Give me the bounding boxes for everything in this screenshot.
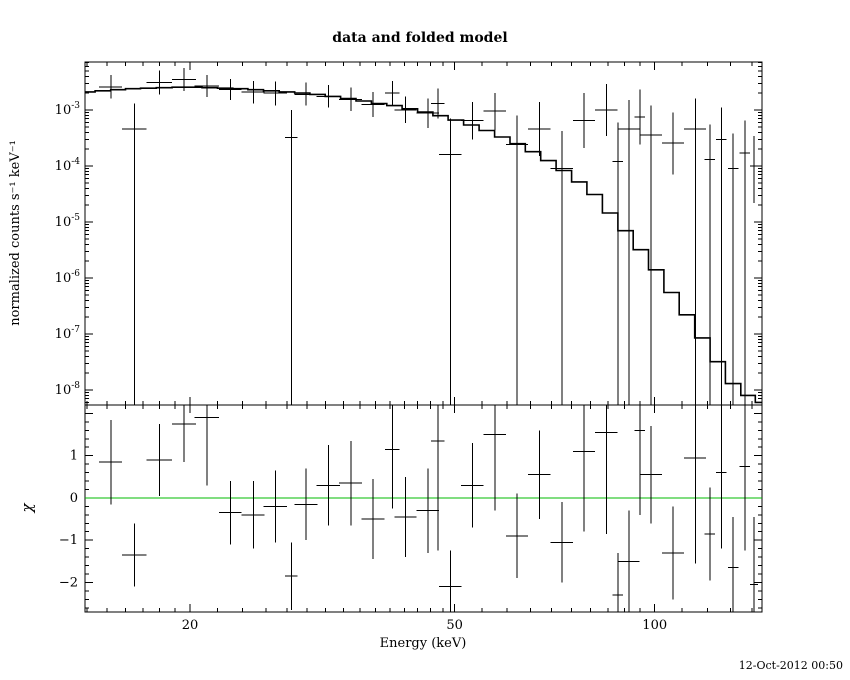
svg-text:10-8: 10-8: [55, 381, 81, 398]
svg-text:50: 50: [446, 618, 463, 633]
y-axis-label-top: normalized counts s⁻¹ keV⁻¹: [8, 140, 23, 326]
axes-layer: [84, 61, 763, 613]
y-axis-label-bottom: χ: [18, 503, 36, 514]
x-axis-label: Energy (keV): [380, 636, 467, 651]
svg-text:−1: −1: [59, 533, 78, 548]
plot-title: data and folded model: [332, 30, 507, 46]
svg-text:20: 20: [182, 618, 199, 633]
svg-text:10-3: 10-3: [55, 101, 81, 118]
svg-text:10-4: 10-4: [55, 157, 81, 174]
residual-points-layer: [99, 405, 758, 612]
svg-text:0: 0: [70, 491, 78, 506]
svg-text:100: 100: [642, 618, 667, 633]
tick-labels-layer: 20 50 100 10-3 10-4 10-5 10-6 10-7 10-8 −2 −1 0 1: [55, 101, 667, 633]
svg-text:10-7: 10-7: [55, 325, 81, 342]
svg-text:10-6: 10-6: [55, 269, 81, 286]
svg-text:1: 1: [70, 449, 78, 464]
model-curve-layer: [85, 86, 762, 404]
timestamp: 12-Oct-2012 00:50: [739, 659, 843, 672]
svg-text:10-5: 10-5: [55, 213, 81, 230]
svg-text:−2: −2: [59, 575, 78, 590]
spectrum-points-layer: [99, 68, 758, 405]
